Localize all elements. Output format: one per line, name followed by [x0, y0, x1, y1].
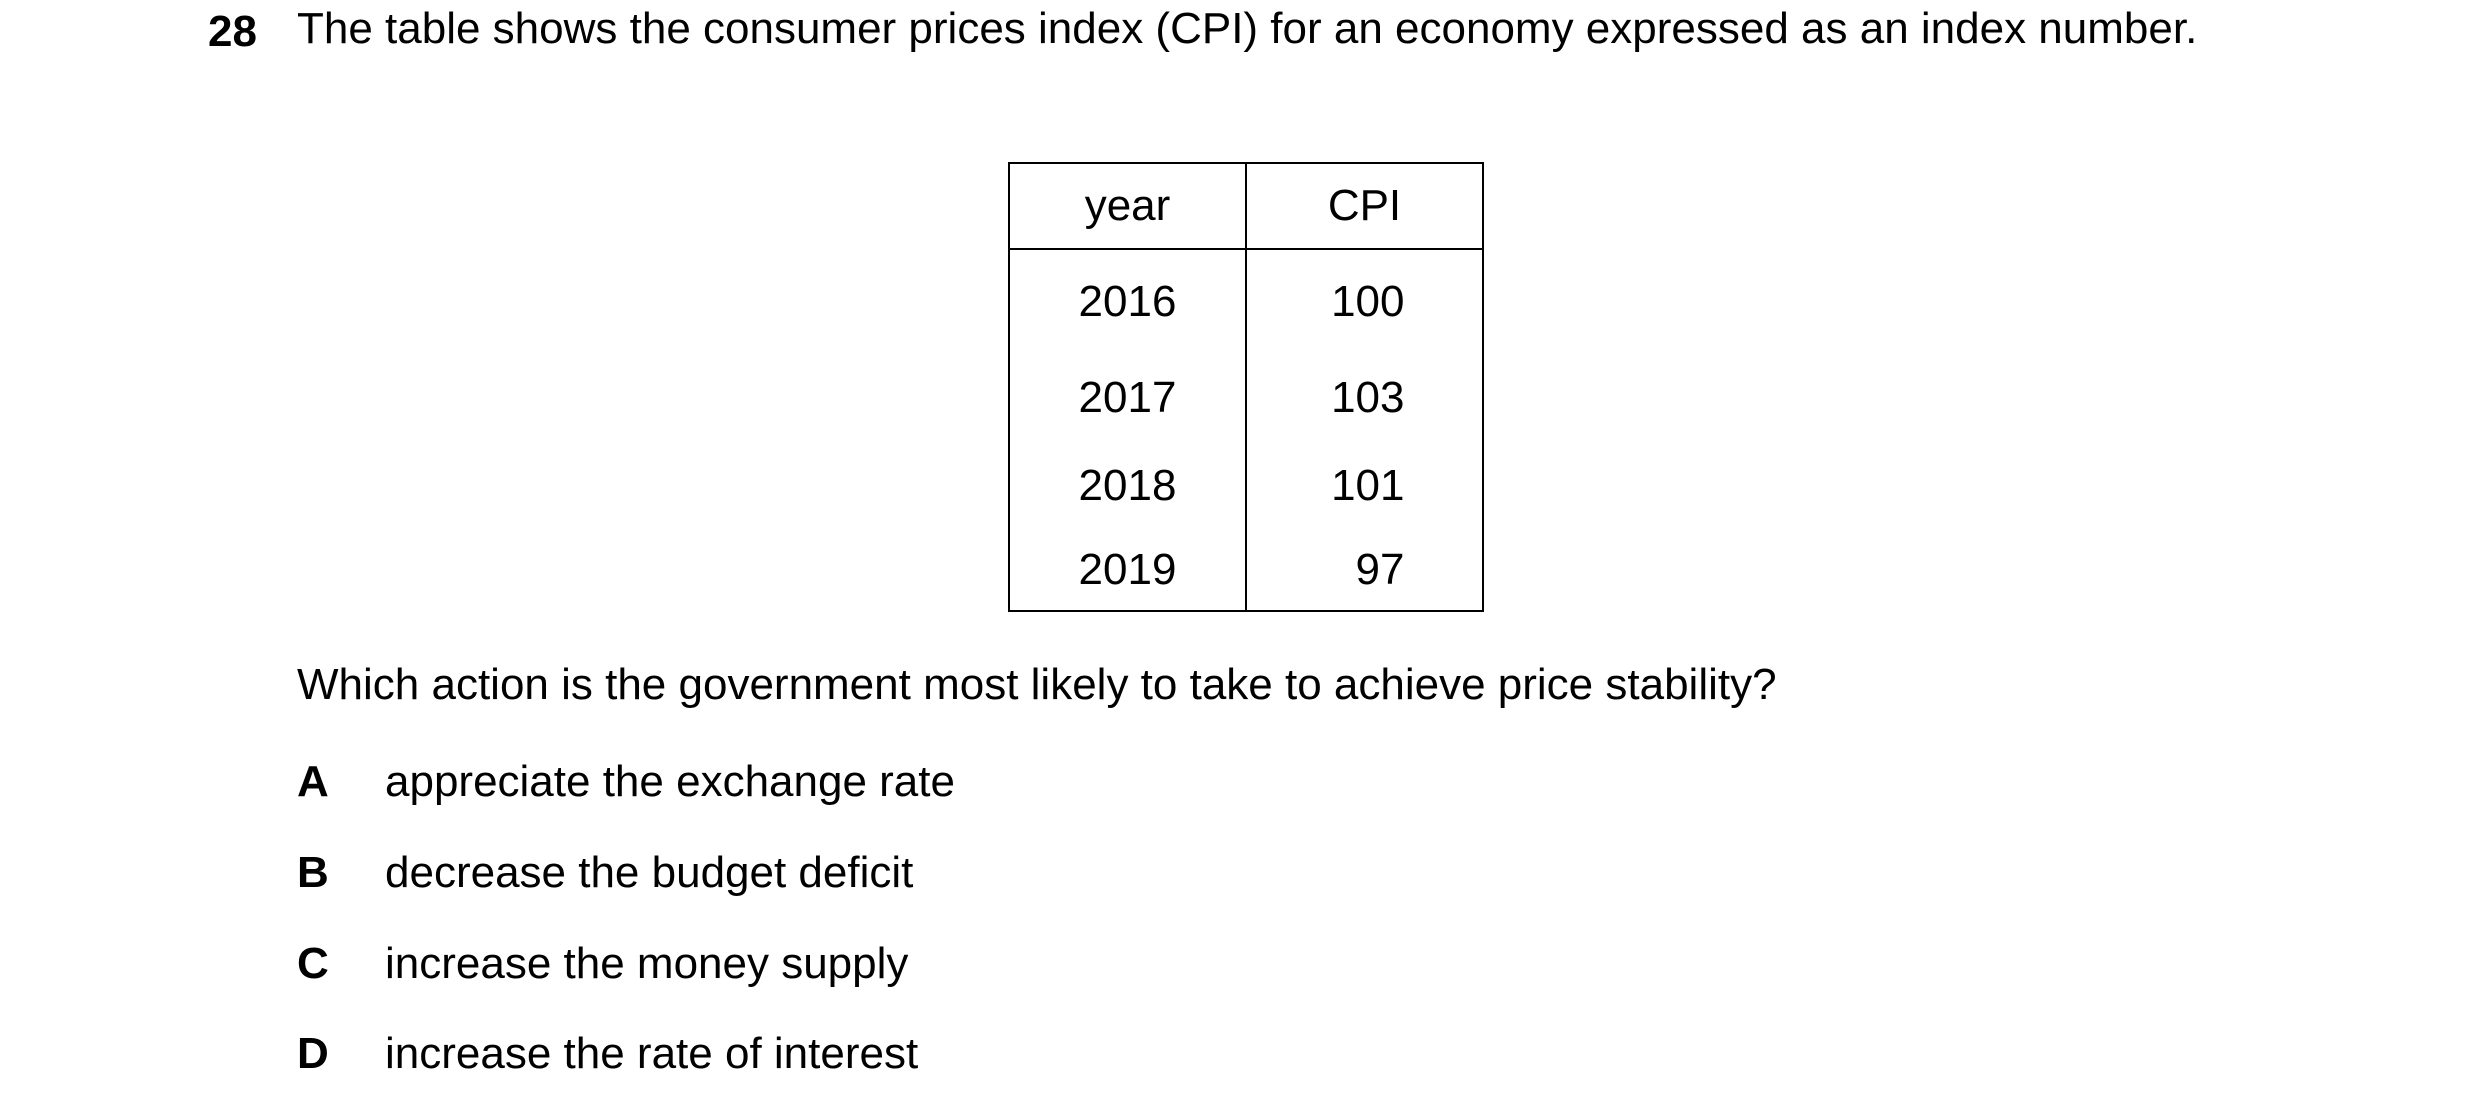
option-text: increase the money supply: [385, 939, 909, 988]
option-text: decrease the budget deficit: [385, 848, 914, 897]
question-number: 28: [208, 7, 257, 56]
option-letter: C: [297, 939, 329, 988]
cpi-cell: 97: [1245, 530, 1484, 612]
cpi-cell: 100: [1245, 249, 1484, 354]
option-letter: A: [297, 757, 329, 806]
year-cell: 2019: [1008, 530, 1247, 612]
cpi-table: year CPI 2016 100 2017 103 2018 101 2019…: [1008, 162, 1484, 612]
option-letter: B: [297, 848, 329, 897]
column-header-year: year: [1008, 162, 1247, 250]
column-header-cpi: CPI: [1245, 162, 1484, 250]
year-cell: 2017: [1008, 354, 1247, 442]
cpi-cell: 103: [1245, 354, 1484, 442]
year-cell: 2018: [1008, 442, 1247, 530]
table-row: 2017 103: [1008, 354, 1484, 442]
table-header-row: year CPI: [1008, 162, 1484, 250]
question-prompt: Which action is the government most like…: [297, 660, 1777, 709]
question-stem: The table shows the consumer prices inde…: [297, 4, 2198, 53]
cpi-value: 101: [1331, 461, 1405, 510]
option-text: appreciate the exchange rate: [385, 757, 955, 806]
table-row: 2019 97: [1008, 530, 1484, 612]
cpi-value: 103: [1331, 373, 1405, 422]
option-letter: D: [297, 1029, 329, 1078]
option-text: increase the rate of interest: [385, 1029, 919, 1078]
cpi-cell: 101: [1245, 442, 1484, 530]
table-row: 2016 100: [1008, 249, 1484, 354]
year-cell: 2016: [1008, 249, 1247, 354]
cpi-value: 100: [1331, 277, 1405, 326]
cpi-value: 97: [1355, 545, 1405, 594]
table-row: 2018 101: [1008, 442, 1484, 530]
